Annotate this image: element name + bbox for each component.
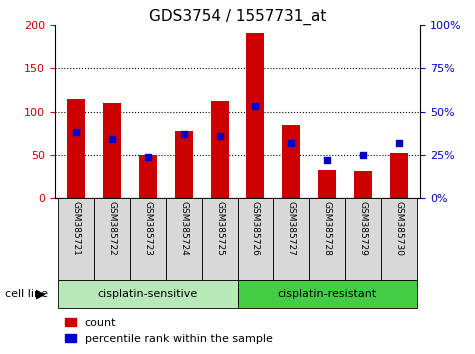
Text: GSM385729: GSM385729 (359, 201, 368, 256)
Text: ▶: ▶ (36, 287, 45, 300)
Text: GSM385725: GSM385725 (215, 201, 224, 256)
Bar (318, 170, 336, 198)
Text: GSM385723: GSM385723 (143, 201, 152, 256)
Point (323, 157, 331, 163)
Point (359, 152, 367, 158)
Text: GSM385722: GSM385722 (107, 201, 116, 256)
Point (287, 140, 295, 145)
Text: cisplatin-sensitive: cisplatin-sensitive (98, 289, 198, 299)
FancyBboxPatch shape (238, 280, 417, 308)
Text: GSM385730: GSM385730 (394, 201, 403, 256)
Bar (390, 153, 408, 198)
Bar (67, 99, 85, 198)
FancyBboxPatch shape (273, 198, 309, 280)
Bar (282, 125, 300, 198)
FancyBboxPatch shape (309, 198, 345, 280)
Title: GDS3754 / 1557731_at: GDS3754 / 1557731_at (149, 8, 326, 25)
Text: GSM385724: GSM385724 (179, 201, 188, 256)
Bar (175, 131, 193, 198)
Bar (354, 171, 372, 198)
Point (252, 103, 259, 109)
Bar (103, 103, 121, 198)
Point (395, 140, 403, 145)
FancyBboxPatch shape (345, 198, 381, 280)
Point (108, 136, 116, 142)
Point (216, 133, 223, 139)
FancyBboxPatch shape (238, 198, 273, 280)
FancyBboxPatch shape (130, 198, 166, 280)
Text: GSM385728: GSM385728 (323, 201, 332, 256)
FancyBboxPatch shape (381, 198, 417, 280)
Text: GSM385726: GSM385726 (251, 201, 260, 256)
FancyBboxPatch shape (58, 198, 94, 280)
Text: GSM385727: GSM385727 (287, 201, 296, 256)
Point (144, 154, 152, 159)
Text: cell line: cell line (5, 289, 48, 299)
Text: cisplatin-resistant: cisplatin-resistant (277, 289, 377, 299)
Point (72, 130, 80, 135)
FancyBboxPatch shape (94, 198, 130, 280)
Bar (247, 33, 265, 198)
Bar (139, 155, 157, 198)
Bar (210, 101, 228, 198)
Legend: count, percentile rank within the sample: count, percentile rank within the sample (60, 314, 277, 348)
Point (180, 131, 188, 137)
FancyBboxPatch shape (58, 280, 238, 308)
FancyBboxPatch shape (202, 198, 238, 280)
FancyBboxPatch shape (166, 198, 202, 280)
Text: GSM385721: GSM385721 (72, 201, 81, 256)
